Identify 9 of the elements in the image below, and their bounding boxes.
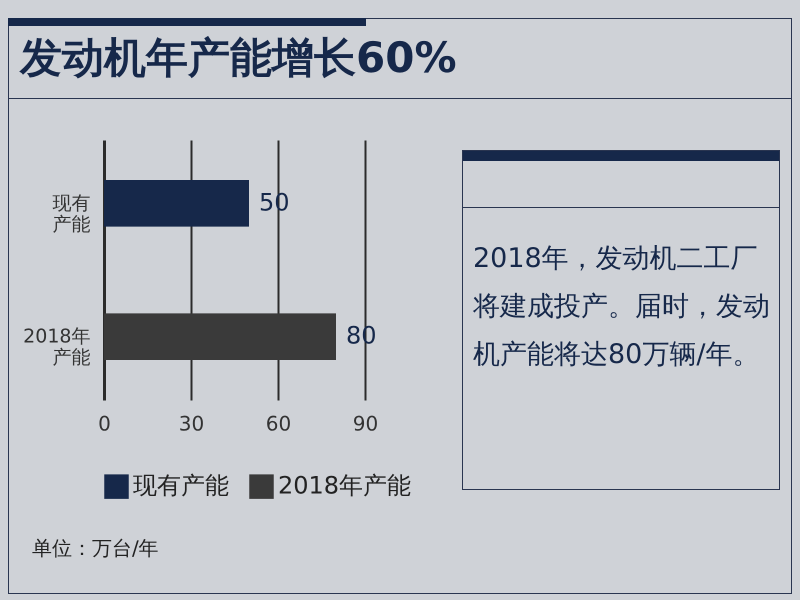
x-tick-label: 90 [352,412,378,436]
x-tick-label: 60 [266,412,292,436]
legend-label: 2018年产能 [278,472,412,500]
legend-label: 现有产能 [133,472,229,500]
chart-title: 发动机年产能增长60% [20,32,457,84]
text-panel: 2018年，发动机二工厂将建成投产。届时，发动机产能将达80万辆/年。 [462,150,780,490]
x-tick-label: 30 [178,412,204,436]
x-tick-label: 0 [98,412,111,436]
text: 单位：万台/年 [32,535,159,562]
